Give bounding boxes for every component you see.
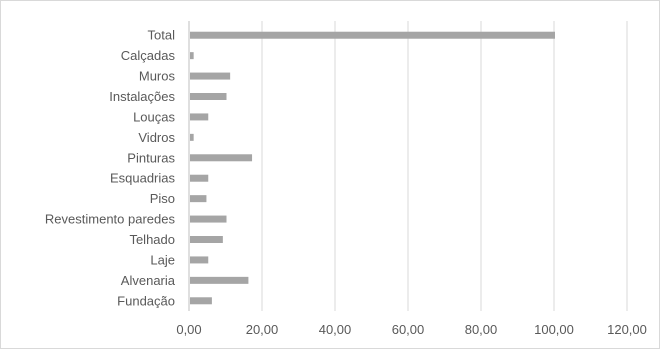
x-tick-label: 20,00	[246, 322, 279, 337]
x-tick-label: 0,00	[176, 322, 201, 337]
x-tick-label: 80,00	[465, 322, 498, 337]
category-label: Revestimento paredes	[45, 212, 176, 227]
category-label: Esquadrias	[110, 171, 176, 186]
bar	[190, 93, 227, 100]
category-label: Louças	[133, 109, 175, 124]
category-label: Piso	[150, 191, 175, 206]
category-label: Laje	[150, 252, 175, 267]
category-label: Telhado	[129, 232, 175, 247]
category-label: Muros	[139, 69, 176, 84]
bar	[190, 236, 223, 243]
category-label: Total	[148, 28, 176, 43]
bar	[190, 31, 555, 39]
category-labels: Total Calçadas Muros Instalações Louças Vidro…	[45, 28, 176, 309]
category-label: Instalações	[109, 89, 175, 104]
bar	[190, 154, 253, 162]
bars	[190, 31, 555, 305]
bar	[190, 52, 194, 60]
category-label: Pinturas	[127, 150, 175, 165]
gridlines	[188, 21, 628, 311]
bar	[190, 276, 249, 284]
bar	[190, 133, 194, 141]
x-tick-label: 40,00	[319, 322, 352, 337]
bar	[190, 174, 209, 182]
category-label: Vidros	[138, 130, 175, 145]
bar	[190, 113, 209, 121]
bar	[190, 297, 212, 305]
category-label: Alvenaria	[121, 273, 176, 288]
x-tick-label: 60,00	[392, 322, 425, 337]
x-tick-label: 120,00	[607, 322, 647, 337]
category-label: Calçadas	[121, 48, 176, 63]
bar	[190, 195, 207, 203]
bar	[190, 72, 231, 80]
x-axis-tick-labels: 0,00 20,00 40,00 60,00 80,00 100,00 120,00	[176, 322, 647, 337]
category-label: Fundação	[117, 293, 175, 308]
x-tick-label: 100,00	[534, 322, 574, 337]
bar	[190, 215, 227, 223]
bar	[190, 256, 209, 264]
